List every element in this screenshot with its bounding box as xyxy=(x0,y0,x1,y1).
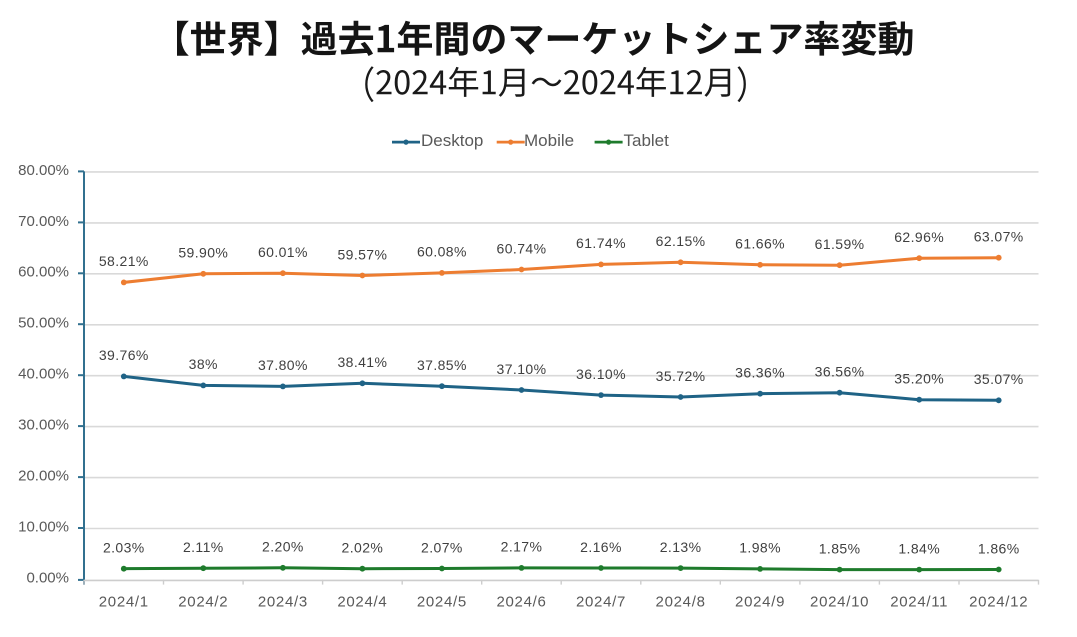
svg-text:1.84%: 1.84% xyxy=(898,540,940,556)
svg-text:1.86%: 1.86% xyxy=(978,540,1020,556)
svg-text:36.56%: 36.56% xyxy=(815,364,865,380)
svg-text:63.07%: 63.07% xyxy=(974,229,1024,245)
svg-text:2.16%: 2.16% xyxy=(580,539,622,555)
svg-text:2024/7: 2024/7 xyxy=(576,593,626,610)
svg-text:39.76%: 39.76% xyxy=(99,347,149,363)
svg-text:2.17%: 2.17% xyxy=(501,539,543,555)
svg-text:Mobile: Mobile xyxy=(524,131,574,150)
svg-text:40.00%: 40.00% xyxy=(18,366,69,383)
svg-text:0.00%: 0.00% xyxy=(26,569,69,586)
svg-text:2024/9: 2024/9 xyxy=(735,593,785,610)
svg-text:35.20%: 35.20% xyxy=(894,371,944,387)
svg-text:58.21%: 58.21% xyxy=(99,253,149,269)
svg-text:2.11%: 2.11% xyxy=(183,539,224,555)
svg-text:2024/1: 2024/1 xyxy=(99,593,149,610)
svg-text:61.66%: 61.66% xyxy=(735,236,785,252)
svg-text:2024/12: 2024/12 xyxy=(969,593,1028,610)
svg-text:60.01%: 60.01% xyxy=(258,244,308,260)
svg-text:60.74%: 60.74% xyxy=(497,240,547,256)
svg-text:61.74%: 61.74% xyxy=(576,235,626,251)
svg-text:35.07%: 35.07% xyxy=(974,371,1024,387)
svg-text:2.07%: 2.07% xyxy=(421,539,463,555)
svg-text:Desktop: Desktop xyxy=(421,131,483,150)
svg-text:36.36%: 36.36% xyxy=(735,365,785,381)
svg-text:35.72%: 35.72% xyxy=(656,368,706,384)
svg-text:2024/2: 2024/2 xyxy=(178,593,228,610)
svg-text:1.98%: 1.98% xyxy=(739,540,781,556)
svg-text:2024/10: 2024/10 xyxy=(810,593,869,610)
svg-text:80.00%: 80.00% xyxy=(18,162,69,179)
svg-text:Tablet: Tablet xyxy=(624,131,670,150)
svg-text:37.10%: 37.10% xyxy=(497,361,547,377)
svg-text:20.00%: 20.00% xyxy=(18,468,69,485)
svg-text:60.00%: 60.00% xyxy=(18,264,69,281)
svg-text:2024/11: 2024/11 xyxy=(890,593,948,610)
svg-text:2.02%: 2.02% xyxy=(342,540,384,556)
svg-text:62.96%: 62.96% xyxy=(894,229,944,245)
svg-text:2.03%: 2.03% xyxy=(103,540,145,556)
svg-text:1.85%: 1.85% xyxy=(819,540,861,556)
svg-text:2024/5: 2024/5 xyxy=(417,593,467,610)
svg-text:2024/8: 2024/8 xyxy=(656,593,706,610)
svg-text:59.57%: 59.57% xyxy=(337,246,387,262)
svg-text:30.00%: 30.00% xyxy=(18,417,69,434)
svg-text:2.13%: 2.13% xyxy=(660,539,702,555)
svg-text:10.00%: 10.00% xyxy=(18,518,69,535)
svg-text:61.59%: 61.59% xyxy=(815,236,865,252)
svg-text:36.10%: 36.10% xyxy=(576,366,626,382)
svg-text:2.20%: 2.20% xyxy=(262,539,304,555)
svg-text:2024/4: 2024/4 xyxy=(337,593,387,610)
svg-text:70.00%: 70.00% xyxy=(18,213,69,230)
svg-text:60.08%: 60.08% xyxy=(417,244,467,260)
svg-text:50.00%: 50.00% xyxy=(18,315,69,332)
svg-text:37.85%: 37.85% xyxy=(417,357,467,373)
svg-text:59.90%: 59.90% xyxy=(178,245,228,261)
svg-text:62.15%: 62.15% xyxy=(656,233,706,249)
svg-text:2024/6: 2024/6 xyxy=(496,593,546,610)
svg-text:2024/3: 2024/3 xyxy=(258,593,308,610)
svg-text:38%: 38% xyxy=(189,356,218,372)
svg-text:38.41%: 38.41% xyxy=(337,354,387,370)
svg-text:37.80%: 37.80% xyxy=(258,357,308,373)
